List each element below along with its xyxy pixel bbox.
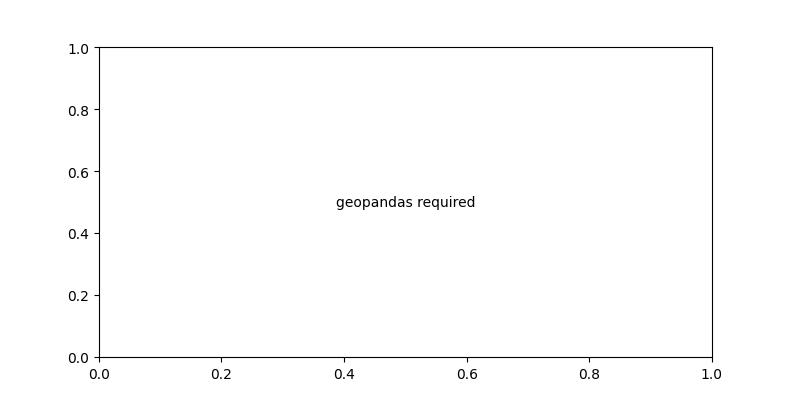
Text: geopandas required: geopandas required: [335, 196, 475, 209]
